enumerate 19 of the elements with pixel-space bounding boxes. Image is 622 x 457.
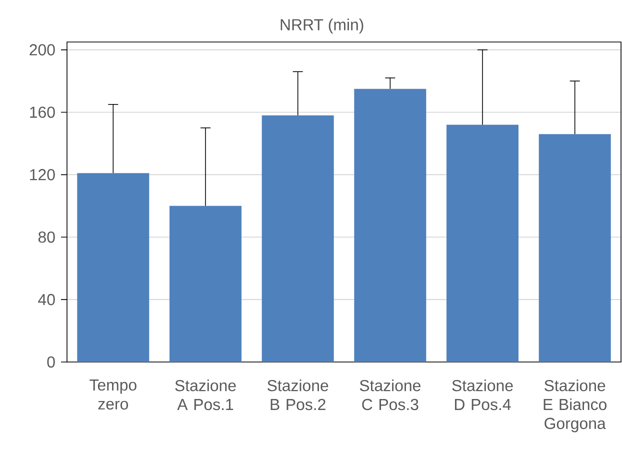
x-tick-label: Stazione D Pos.4 [452, 380, 513, 410]
x-tick-label: Stazione A Pos.1 [175, 380, 236, 410]
bar [446, 124, 519, 362]
chart-title: NRRT (min) [280, 18, 364, 34]
x-tick-label: Stazione B Pos.2 [268, 380, 328, 410]
x-tick-label: Tempo zero [90, 380, 136, 410]
bar [170, 206, 242, 362]
y-tick-label: 40 [38, 294, 55, 306]
bar [538, 134, 611, 362]
bar [354, 88, 426, 362]
x-tick-label: Stazione E Bianco Gorgona [544, 380, 606, 432]
y-tick-label: 120 [30, 169, 55, 180]
x-tick-label: Stazione C Pos.3 [360, 380, 420, 410]
y-tick-label: 160 [30, 106, 55, 118]
y-tick-label: 200 [30, 44, 55, 56]
bar [262, 115, 334, 362]
bar [77, 173, 150, 362]
y-tick-label: 0 [47, 356, 55, 368]
y-tick-label: 80 [38, 231, 55, 243]
